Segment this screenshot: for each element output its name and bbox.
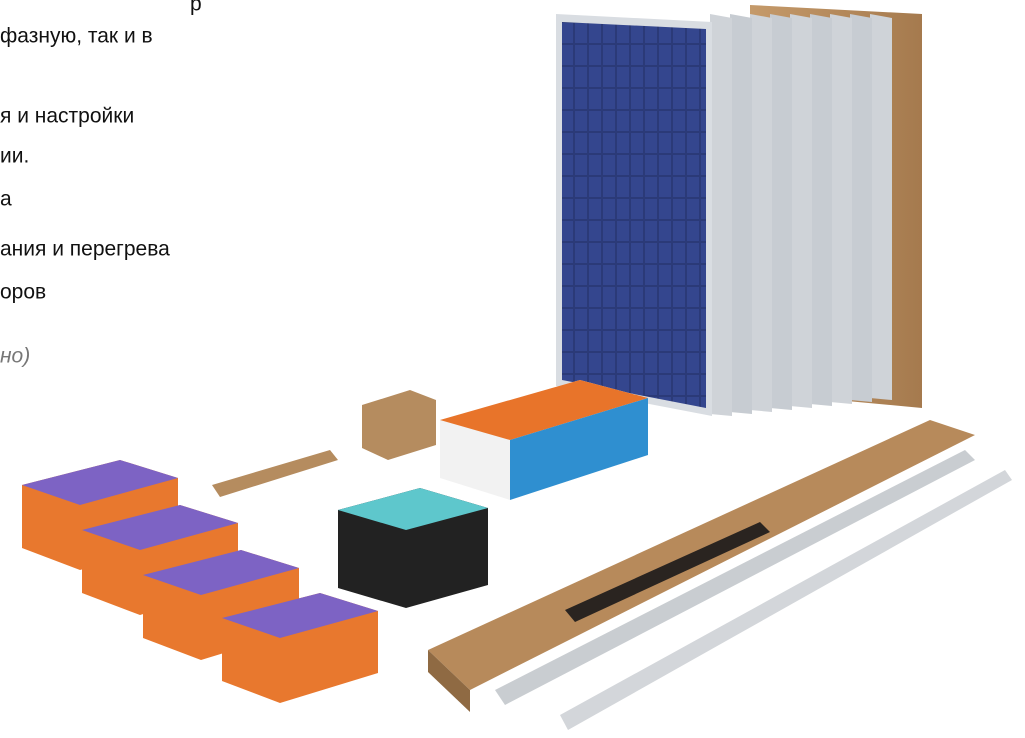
text-line: р — [190, 0, 202, 16]
product-image — [22, 5, 1012, 730]
text-line: ания и перегрева — [0, 238, 170, 261]
small-box — [362, 390, 436, 460]
text-line: оров — [0, 281, 46, 304]
rail-parts-box — [212, 450, 338, 497]
text-line: ии. — [0, 145, 29, 168]
text-block: р фазную, так и в я и настройки ии. а ания и … — [0, 0, 202, 368]
rail — [495, 450, 975, 705]
solar-panels — [556, 14, 892, 416]
rail — [560, 470, 1012, 730]
text-line: фазную, так и в — [0, 25, 153, 48]
italic-note: но) — [0, 345, 30, 368]
batteries — [22, 460, 378, 703]
text-line: я и настройки — [0, 105, 134, 128]
text-line: а — [0, 188, 12, 211]
